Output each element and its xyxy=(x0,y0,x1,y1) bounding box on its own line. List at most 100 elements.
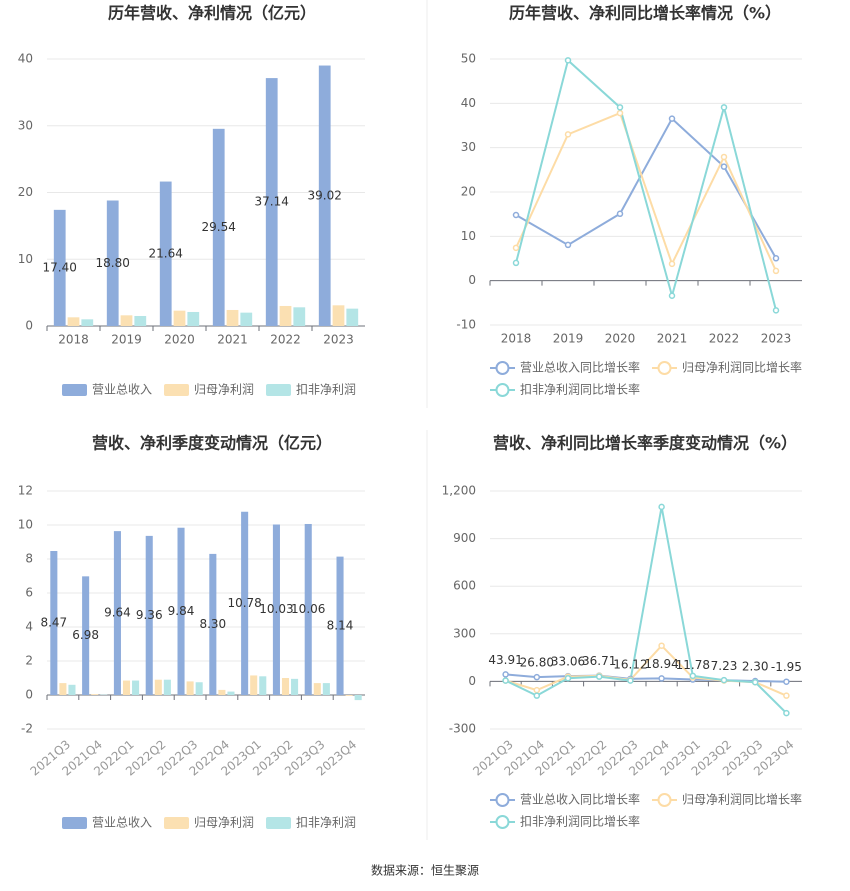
bar xyxy=(81,319,94,326)
legend-swatch xyxy=(62,384,87,396)
point xyxy=(658,503,665,511)
point xyxy=(595,673,603,680)
legend-label: 营业总收入同比增长率 xyxy=(520,792,640,807)
y-tick-label: -10 xyxy=(456,318,476,332)
data-label: 10.03 xyxy=(259,602,293,616)
bar xyxy=(226,309,239,326)
line xyxy=(515,111,777,272)
data-label: 8.30 xyxy=(199,617,226,631)
legend-label: 归母净利润 xyxy=(194,383,254,397)
y-tick-label: 20 xyxy=(461,185,476,199)
y-tick-label: 0 xyxy=(468,273,476,287)
point xyxy=(668,115,676,122)
bar xyxy=(68,684,76,695)
bar xyxy=(336,556,344,695)
data-label: 6.98 xyxy=(72,628,99,642)
bar xyxy=(259,676,267,695)
y-tick-label: 10 xyxy=(18,252,33,266)
point xyxy=(783,709,790,717)
data-label: -1.95 xyxy=(771,660,802,674)
data-label: 43.91 xyxy=(488,653,522,667)
line xyxy=(515,58,777,311)
point xyxy=(772,255,780,262)
data-label: 11.78 xyxy=(676,658,710,672)
point xyxy=(720,153,728,161)
x-tick-label: 2023 xyxy=(323,333,354,347)
data-label: 33.06 xyxy=(551,655,585,669)
point xyxy=(564,57,572,64)
point xyxy=(772,307,780,314)
data-label: 10.78 xyxy=(227,596,261,610)
y-tick-label: -2 xyxy=(21,722,33,736)
legend-swatch xyxy=(495,383,510,397)
bar xyxy=(304,523,312,695)
y-tick-label: 8 xyxy=(25,552,33,566)
legend-label: 扣非净利润同比增长率 xyxy=(520,382,640,397)
bar xyxy=(195,682,203,695)
legend-swatch xyxy=(495,361,510,375)
legend-swatch xyxy=(657,361,672,375)
bar xyxy=(291,678,299,695)
line xyxy=(505,506,788,714)
point xyxy=(720,163,728,170)
bar xyxy=(132,680,140,695)
point xyxy=(751,678,759,686)
y-tick-label: 10 xyxy=(461,229,476,243)
chart-title: 营收、净利季度变动情况（亿元） xyxy=(92,434,332,453)
bar xyxy=(293,307,306,326)
point xyxy=(772,267,780,275)
legend-label: 扣非净利润同比增长率 xyxy=(520,814,640,829)
data-label: 9.84 xyxy=(168,604,195,618)
y-tick-label: 20 xyxy=(18,185,33,199)
bar xyxy=(91,694,99,695)
data-label: 8.47 xyxy=(40,616,67,630)
point xyxy=(616,210,624,218)
data-label: 2.30 xyxy=(742,660,769,674)
point xyxy=(616,109,624,117)
legend-label: 扣非净利润 xyxy=(296,383,356,397)
x-tick-label: 2019 xyxy=(553,332,584,346)
point xyxy=(627,677,634,684)
bar xyxy=(177,527,185,695)
bar xyxy=(322,683,330,695)
bar xyxy=(173,310,186,326)
data-label: 37.14 xyxy=(255,195,289,209)
point xyxy=(720,676,728,684)
y-tick-label: 40 xyxy=(461,96,476,110)
bar xyxy=(113,531,121,695)
bar xyxy=(265,78,278,326)
bar xyxy=(279,305,292,326)
footer: 数据来源：恒生聚源 xyxy=(371,863,479,878)
y-tick-label: 600 xyxy=(453,579,476,593)
bar xyxy=(163,679,171,695)
legend-label: 归母净利润同比增长率 xyxy=(682,792,802,807)
point xyxy=(533,686,541,694)
y-tick-label: 0 xyxy=(25,319,33,333)
legend-swatch xyxy=(495,793,510,807)
bar xyxy=(212,128,225,326)
x-tick-label: 2019 xyxy=(111,333,142,347)
legend-swatch xyxy=(266,817,291,829)
bar xyxy=(354,695,362,701)
point xyxy=(658,675,665,682)
bar xyxy=(67,317,80,326)
bar xyxy=(241,511,249,695)
data-label: 29.54 xyxy=(202,220,236,234)
data-label: 26.80 xyxy=(520,656,554,670)
legend-swatch xyxy=(164,817,189,829)
bar xyxy=(318,65,331,326)
point xyxy=(502,677,509,684)
point xyxy=(512,211,520,219)
point xyxy=(783,678,790,685)
point xyxy=(512,244,520,252)
chart-title: 营收、净利同比增长率季度变动情况（%） xyxy=(493,434,797,453)
bar xyxy=(159,181,172,326)
bar xyxy=(53,209,66,326)
x-tick-label: 2018 xyxy=(501,332,532,346)
chart-title: 历年营收、净利同比增长率情况（%） xyxy=(509,4,781,23)
x-tick-label: 2023 xyxy=(761,332,792,346)
bar xyxy=(82,576,90,695)
data-label: 9.36 xyxy=(136,608,163,622)
y-tick-label: 6 xyxy=(25,586,33,600)
